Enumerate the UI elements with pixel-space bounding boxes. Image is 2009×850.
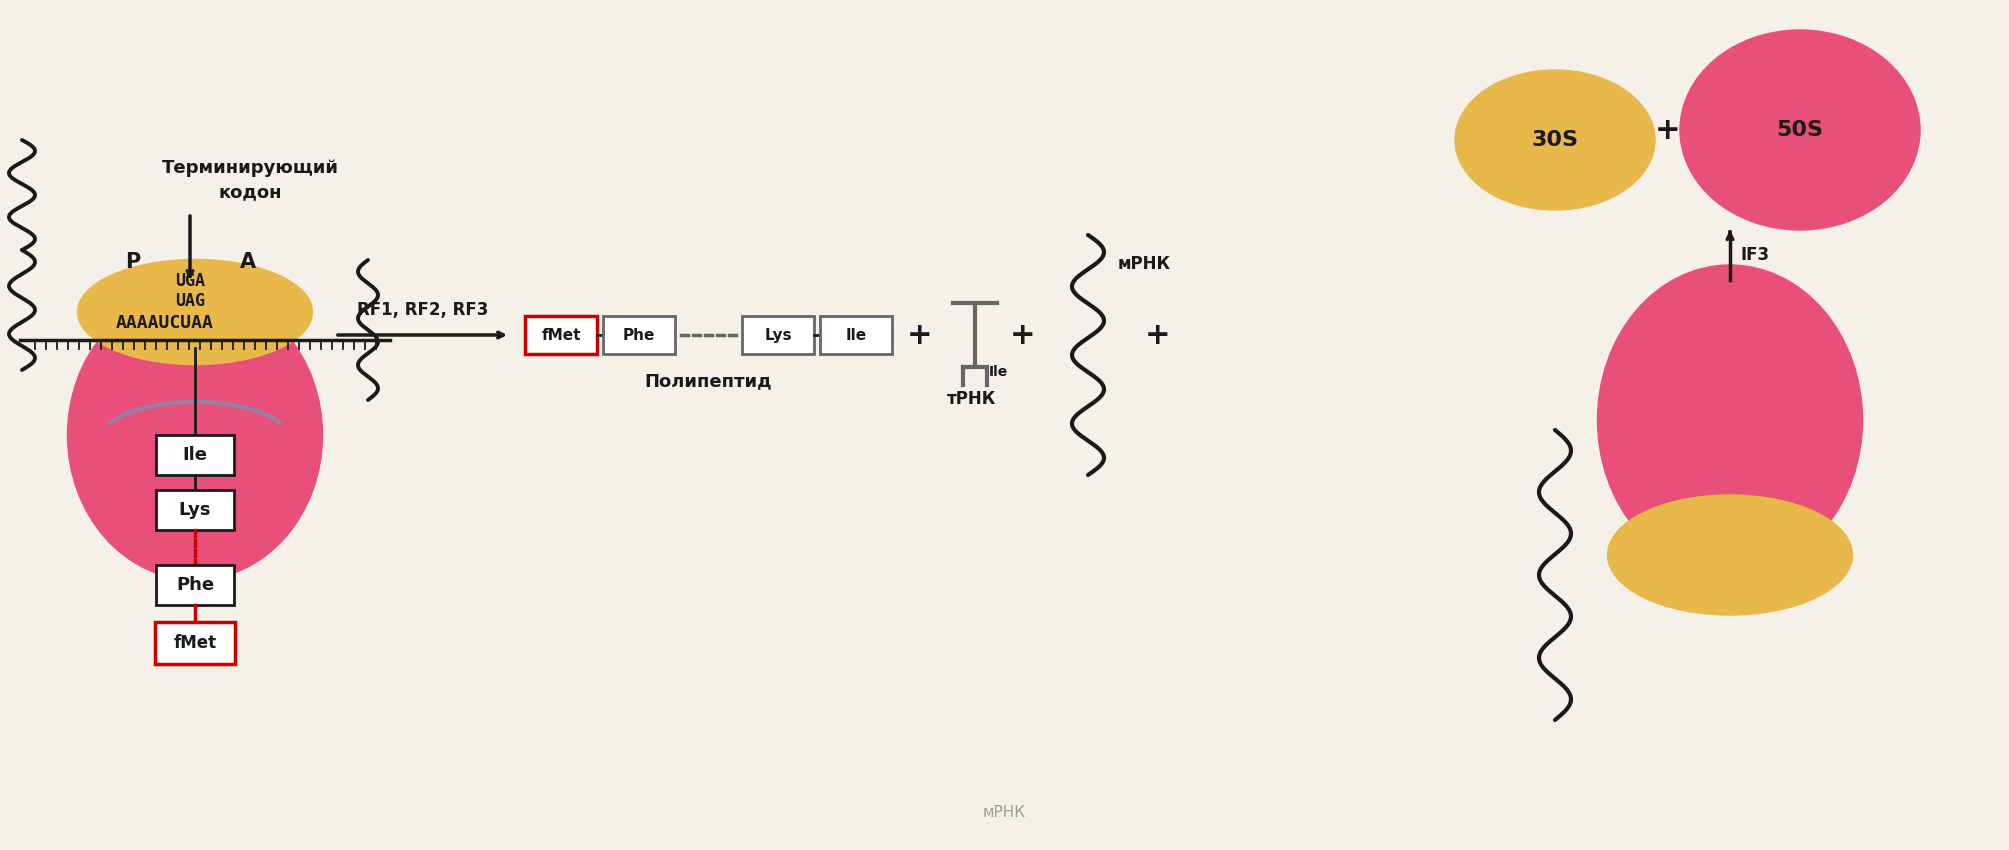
FancyBboxPatch shape — [155, 622, 235, 664]
Text: +: + — [1145, 320, 1171, 349]
FancyBboxPatch shape — [157, 435, 233, 475]
Text: тРНК: тРНК — [946, 390, 996, 408]
Text: Lys: Lys — [179, 501, 211, 519]
Text: IF3: IF3 — [1740, 246, 1770, 264]
Text: Ile: Ile — [988, 365, 1009, 379]
Text: RF1, RF2, RF3: RF1, RF2, RF3 — [358, 301, 488, 319]
Text: UGA: UGA — [175, 272, 205, 290]
Text: Ile: Ile — [183, 446, 207, 464]
FancyBboxPatch shape — [741, 316, 814, 354]
Ellipse shape — [1455, 70, 1655, 210]
Text: UAG: UAG — [175, 292, 205, 310]
Text: Lys: Lys — [763, 327, 792, 343]
Ellipse shape — [68, 290, 323, 580]
FancyBboxPatch shape — [820, 316, 892, 354]
Text: 50S: 50S — [1776, 120, 1824, 140]
Text: Phe: Phe — [623, 327, 655, 343]
Ellipse shape — [78, 259, 313, 365]
Text: AAAAUCUAA: AAAAUCUAA — [117, 314, 213, 332]
Text: +: + — [1011, 320, 1037, 349]
Text: P: P — [125, 252, 141, 272]
Text: Полипептид: Полипептид — [645, 372, 771, 390]
Text: мРНК: мРНК — [1117, 255, 1171, 273]
FancyBboxPatch shape — [524, 316, 597, 354]
FancyBboxPatch shape — [603, 316, 675, 354]
Text: Ile: Ile — [846, 327, 866, 343]
FancyBboxPatch shape — [157, 565, 233, 605]
Ellipse shape — [1607, 495, 1852, 615]
Ellipse shape — [1597, 265, 1862, 575]
Text: мРНК: мРНК — [982, 805, 1025, 820]
Text: Терминирующий
кодон: Терминирующий кодон — [161, 159, 338, 201]
Text: fMet: fMet — [540, 327, 581, 343]
Text: +: + — [1655, 116, 1682, 144]
Ellipse shape — [1680, 30, 1921, 230]
Text: fMet: fMet — [173, 634, 217, 652]
Text: +: + — [908, 320, 932, 349]
Text: 30S: 30S — [1531, 130, 1579, 150]
Text: Phe: Phe — [177, 576, 215, 594]
Text: A: A — [239, 252, 255, 272]
FancyBboxPatch shape — [157, 490, 233, 530]
